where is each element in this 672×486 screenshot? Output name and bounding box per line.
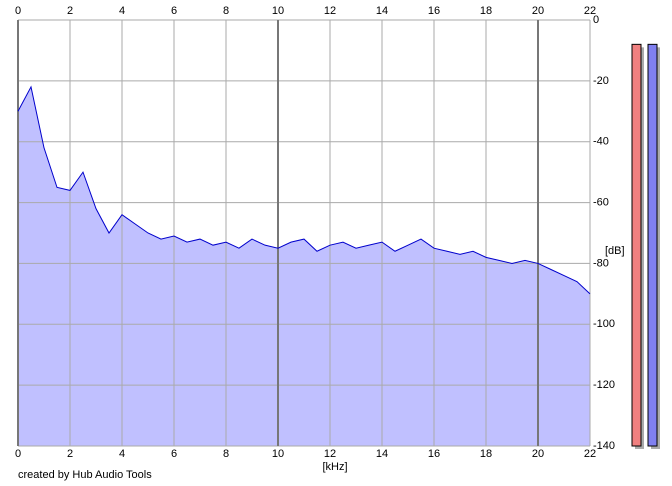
x-tick-label: 4 bbox=[119, 5, 125, 17]
x-tick-label: 14 bbox=[376, 5, 388, 17]
x-tick-label: 12 bbox=[324, 448, 336, 460]
x-tick-label: 8 bbox=[223, 448, 229, 460]
spectrum-line bbox=[17, 85, 591, 295]
x-tick-label: 4 bbox=[119, 448, 125, 460]
y-tick-label: -120 bbox=[593, 379, 615, 391]
y-tick-label: -60 bbox=[593, 196, 609, 208]
x-tick-label: 6 bbox=[171, 5, 177, 17]
y-tick-label: -20 bbox=[593, 75, 609, 87]
x-tick-label: 18 bbox=[480, 5, 492, 17]
x-tick-label: 10 bbox=[272, 5, 284, 17]
x-tick-label: 0 bbox=[15, 448, 21, 460]
level-meter bbox=[631, 43, 642, 447]
y-tick-label: -80 bbox=[593, 257, 609, 269]
y-tick-label: -100 bbox=[593, 318, 615, 330]
x-tick-label: 20 bbox=[532, 5, 544, 17]
x-tick-label: 22 bbox=[584, 5, 596, 17]
x-tick-label: 6 bbox=[171, 448, 177, 460]
y-axis-label: [dB] bbox=[605, 245, 625, 257]
x-tick-label: 12 bbox=[324, 5, 336, 17]
spectrum-area bbox=[18, 86, 590, 446]
x-tick-label: 8 bbox=[223, 5, 229, 17]
x-tick-label: 14 bbox=[376, 448, 388, 460]
x-tick-label: 2 bbox=[67, 5, 73, 17]
x-tick-label: 2 bbox=[67, 448, 73, 460]
footer: created by Hub Audio Tools bbox=[18, 469, 152, 481]
x-tick-label: 20 bbox=[532, 448, 544, 460]
y-tick-label: 0 bbox=[593, 14, 599, 26]
x-tick-label: 0 bbox=[15, 5, 21, 17]
y-tick-label: -40 bbox=[593, 136, 609, 148]
x-tick-label: 10 bbox=[272, 448, 284, 460]
x-tick-label: 22 bbox=[584, 448, 596, 460]
x-tick-label: 16 bbox=[428, 448, 440, 460]
x-tick-label: 16 bbox=[428, 5, 440, 17]
x-axis-label: [kHz] bbox=[322, 461, 347, 473]
x-tick-label: 18 bbox=[480, 448, 492, 460]
y-tick-label: -140 bbox=[593, 440, 615, 452]
level-meter bbox=[647, 43, 658, 447]
